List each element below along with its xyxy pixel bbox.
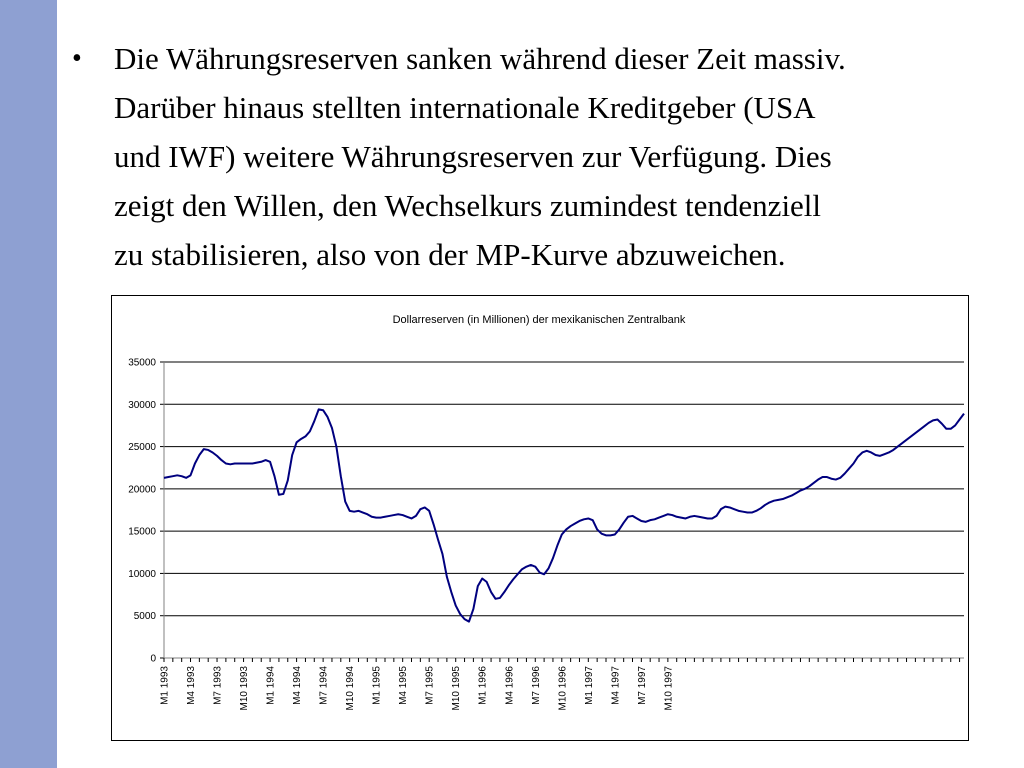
slide-sidebar-band bbox=[0, 0, 57, 768]
x-tick-label: M7 1996 bbox=[531, 666, 542, 705]
x-tick-label: M4 1995 bbox=[398, 666, 409, 705]
x-tick-label: M4 1996 bbox=[504, 666, 515, 705]
y-tick-label: 0 bbox=[150, 654, 156, 665]
bullet-line-1: Die Währungsreserven sanken während dies… bbox=[114, 41, 846, 76]
chart-frame: Dollarreserven (in Millionen) der mexika… bbox=[111, 295, 969, 741]
x-tick-label: M7 1995 bbox=[425, 666, 436, 705]
x-tick-label: M10 1993 bbox=[239, 666, 250, 711]
x-tick-label: M4 1994 bbox=[292, 666, 303, 705]
series-layer bbox=[163, 408, 965, 623]
y-tick-label: 25000 bbox=[128, 442, 156, 453]
x-tick-label: M10 1995 bbox=[451, 666, 462, 711]
y-tick-label: 35000 bbox=[128, 358, 156, 369]
bullet-marker: • bbox=[72, 43, 82, 74]
x-axis-tick-labels: M1 1993 M4 1993 M7 1993 M10 1993 M1 1994 M4 1… bbox=[160, 666, 675, 711]
bullet-line-4: zeigt den Willen, den Wechselkurs zumind… bbox=[114, 188, 822, 223]
series-line-reserves bbox=[163, 408, 965, 623]
axes bbox=[160, 361, 964, 662]
y-tick-label: 20000 bbox=[128, 484, 156, 495]
y-axis-tick-labels: 0 5000 10000 15000 20000 25000 30000 35000 bbox=[128, 358, 156, 665]
bullet-line-2: Darüber hinaus stellten internationale K… bbox=[114, 90, 816, 125]
x-tick-label: M1 1995 bbox=[372, 666, 383, 705]
bullet-point: • Die Währungsreserven sanken während di… bbox=[72, 34, 1002, 279]
x-tick-label: M4 1993 bbox=[186, 666, 197, 705]
x-tick-label: M1 1994 bbox=[266, 666, 277, 705]
chart-title: Dollarreserven (in Millionen) der mexika… bbox=[393, 314, 686, 326]
x-tick-label: M1 1993 bbox=[160, 666, 171, 705]
x-tick-label: M1 1997 bbox=[584, 666, 595, 705]
x-tick-label: M7 1994 bbox=[319, 666, 330, 705]
y-tick-label: 5000 bbox=[134, 611, 157, 622]
bullet-line-3: und IWF) weitere Währungsreserven zur Ve… bbox=[114, 139, 832, 174]
x-tick-label: M10 1994 bbox=[345, 666, 356, 711]
reserves-line-chart: Dollarreserven (in Millionen) der mexika… bbox=[128, 314, 965, 711]
y-tick-label: 10000 bbox=[128, 569, 156, 580]
x-tick-label: M4 1997 bbox=[610, 666, 621, 705]
x-tick-label: M1 1996 bbox=[478, 666, 489, 705]
x-tick-label: M10 1996 bbox=[557, 666, 568, 711]
x-tick-label: M7 1997 bbox=[637, 666, 648, 705]
y-tick-label: 15000 bbox=[128, 527, 156, 538]
x-tick-label: M10 1997 bbox=[663, 666, 674, 711]
x-tick-label: M7 1993 bbox=[213, 666, 224, 705]
y-tick-label: 30000 bbox=[128, 400, 156, 411]
bullet-line-5: zu stabilisieren, also von der MP-Kurve … bbox=[114, 237, 786, 272]
bullet-text: Die Währungsreserven sanken während dies… bbox=[114, 34, 1002, 279]
